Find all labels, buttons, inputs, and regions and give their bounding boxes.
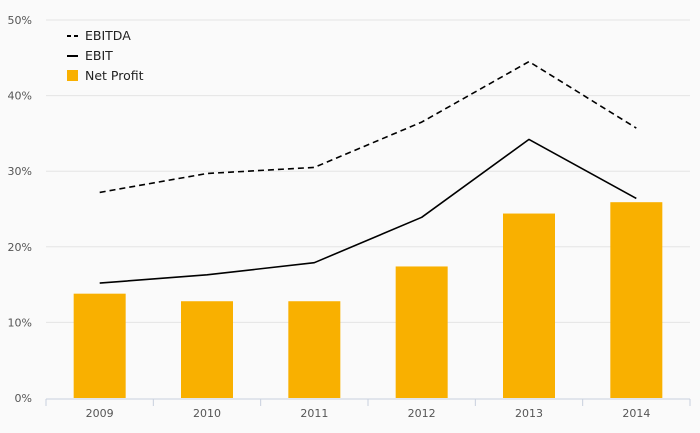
bar-net-profit-2012	[395, 266, 448, 398]
line-ebit	[99, 138, 637, 284]
bar-net-profit-2011	[288, 301, 341, 398]
y-tick-label: 40%	[8, 90, 32, 103]
legend-label-ebit: EBIT	[85, 48, 113, 63]
y-axis-ticks: 0% 10% 20% 30% 40% 50%	[8, 14, 32, 405]
x-tick-label: 2011	[300, 407, 328, 420]
y-tick-label: 0%	[15, 392, 32, 405]
y-tick-label: 10%	[8, 316, 32, 329]
bar-net-profit-2014	[610, 202, 663, 398]
bar-net-profit-2009	[73, 293, 126, 398]
y-tick-label: 30%	[8, 165, 32, 178]
bar-net-profit-2013	[503, 213, 555, 398]
legend: EBITDA EBIT Net Profit	[67, 28, 144, 83]
x-tick-label: 2013	[515, 407, 543, 420]
legend-swatch-net-profit	[67, 70, 78, 81]
series-lines	[99, 60, 637, 284]
x-tick-label: 2012	[408, 407, 436, 420]
line-ebitda	[99, 60, 637, 194]
bars	[73, 202, 663, 398]
bar-net-profit-2010	[181, 301, 233, 398]
y-tick-label: 20%	[8, 241, 32, 254]
gridlines	[46, 19, 690, 323]
legend-label-net-profit: Net Profit	[85, 68, 144, 83]
x-axis: 2009 2010 2011 2012 2013 2014	[45, 398, 691, 420]
legend-label-ebitda: EBITDA	[85, 28, 131, 43]
x-tick-label: 2014	[622, 407, 650, 420]
x-tick-label: 2010	[193, 407, 221, 420]
y-tick-label: 50%	[8, 14, 32, 27]
x-tick-label: 2009	[86, 407, 114, 420]
